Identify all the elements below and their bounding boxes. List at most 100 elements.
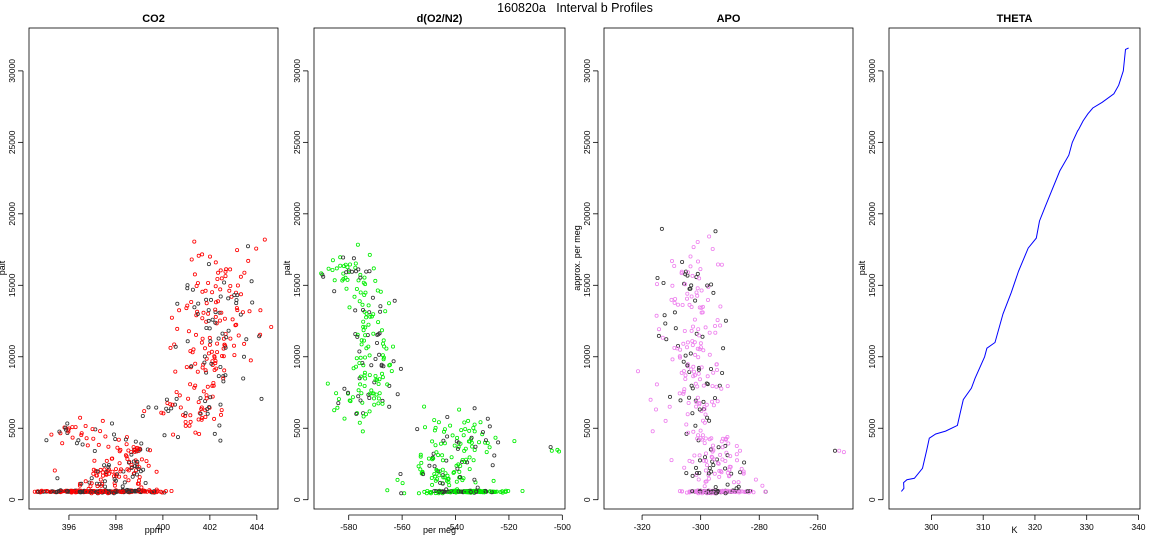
data-point xyxy=(55,476,60,481)
x-tick-label: 310 xyxy=(976,522,990,532)
y-axis-label: approx. per meg xyxy=(572,225,582,291)
data-point xyxy=(353,261,358,266)
data-point xyxy=(213,307,218,312)
data-point xyxy=(122,480,127,485)
data-point xyxy=(353,269,358,274)
data-point xyxy=(459,428,464,433)
figure-title: 160820a Interval b Profiles xyxy=(497,1,653,15)
data-point xyxy=(389,369,394,374)
data-point xyxy=(137,465,142,470)
data-point xyxy=(195,309,200,314)
data-point xyxy=(683,373,688,378)
data-point xyxy=(199,340,204,345)
data-point xyxy=(192,239,197,244)
data-series xyxy=(319,242,562,496)
data-point xyxy=(717,489,722,494)
y-tick-label: 25000 xyxy=(582,130,592,154)
data-point xyxy=(112,483,117,488)
data-point xyxy=(80,442,85,447)
data-point xyxy=(102,463,107,468)
data-point xyxy=(689,304,694,309)
data-point xyxy=(441,475,446,480)
data-point xyxy=(720,370,725,375)
data-point xyxy=(223,373,228,378)
data-point xyxy=(713,485,718,490)
data-point xyxy=(735,458,740,463)
data-point xyxy=(422,404,427,409)
data-point xyxy=(341,264,346,269)
data-point xyxy=(706,471,711,476)
data-point xyxy=(679,370,684,375)
data-point xyxy=(685,412,690,417)
panel-title: THETA xyxy=(997,13,1033,25)
data-point xyxy=(119,467,124,472)
y-tick-label: 10000 xyxy=(7,345,17,369)
data-point xyxy=(345,277,350,282)
data-point xyxy=(421,472,426,477)
data-point xyxy=(118,489,123,494)
data-point xyxy=(462,420,467,425)
data-point xyxy=(654,313,659,318)
data-point xyxy=(485,441,490,446)
data-point xyxy=(198,411,203,416)
data-point xyxy=(442,489,447,494)
data-point xyxy=(456,444,461,449)
data-point xyxy=(131,445,136,450)
x-tick-label: -520 xyxy=(500,522,517,532)
data-point xyxy=(162,433,167,438)
data-point xyxy=(385,488,390,493)
data-point xyxy=(234,306,239,311)
data-point xyxy=(358,272,363,277)
data-point xyxy=(207,335,212,340)
data-point xyxy=(364,315,369,320)
data-point xyxy=(416,491,421,496)
data-point xyxy=(677,354,682,359)
data-point xyxy=(90,427,95,432)
data-point xyxy=(655,282,660,287)
data-point xyxy=(672,310,677,315)
data-point xyxy=(437,469,442,474)
x-tick-label: -500 xyxy=(554,522,571,532)
data-point xyxy=(690,473,695,478)
data-point xyxy=(689,294,694,299)
data-point xyxy=(188,413,193,418)
data-point xyxy=(701,458,706,463)
data-point xyxy=(711,448,716,453)
data-point xyxy=(723,491,728,496)
data-point xyxy=(154,469,159,474)
data-point xyxy=(487,424,492,429)
data-point xyxy=(135,445,140,450)
data-point xyxy=(699,288,704,293)
data-point xyxy=(705,374,710,379)
data-point xyxy=(221,346,226,351)
y-tick-label: 10000 xyxy=(292,345,302,369)
data-point xyxy=(227,288,232,293)
y-tick-label: 15000 xyxy=(292,273,302,297)
data-point xyxy=(63,489,68,494)
data-point xyxy=(246,258,251,263)
data-point xyxy=(195,311,200,316)
data-point xyxy=(223,345,228,350)
data-point xyxy=(694,290,699,295)
data-point xyxy=(697,470,702,475)
x-tick-label: -300 xyxy=(692,522,709,532)
data-point xyxy=(714,384,719,389)
data-point xyxy=(378,304,383,309)
data-point xyxy=(380,353,385,358)
data-point xyxy=(98,429,103,434)
data-point xyxy=(697,365,702,370)
data-point xyxy=(104,458,109,463)
data-point xyxy=(185,283,190,288)
data-point xyxy=(751,490,756,495)
data-point xyxy=(36,489,41,494)
data-point xyxy=(345,390,350,395)
data-point xyxy=(79,431,84,436)
data-point xyxy=(63,425,68,430)
y-tick-label: 15000 xyxy=(582,273,592,297)
data-point xyxy=(334,266,339,271)
data-point xyxy=(146,405,151,410)
data-point xyxy=(380,375,385,380)
data-point xyxy=(715,399,720,404)
data-point xyxy=(160,490,165,495)
data-point xyxy=(371,396,376,401)
